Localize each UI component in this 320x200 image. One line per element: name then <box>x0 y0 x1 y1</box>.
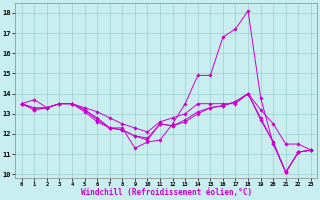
X-axis label: Windchill (Refroidissement éolien,°C): Windchill (Refroidissement éolien,°C) <box>81 188 252 197</box>
